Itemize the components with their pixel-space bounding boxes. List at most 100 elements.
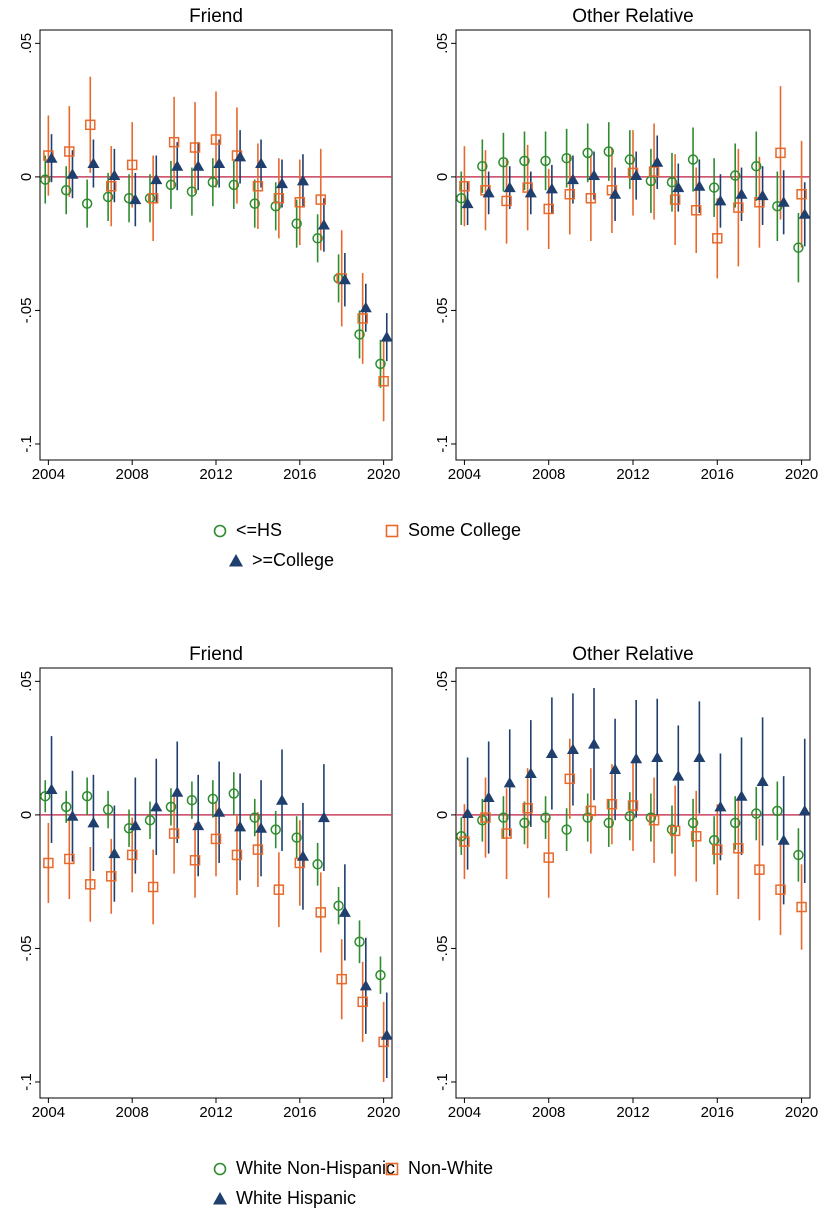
point-marker (733, 843, 744, 854)
point-marker (66, 168, 79, 179)
point-marker (543, 852, 554, 863)
point-marker (147, 193, 159, 204)
point-marker (566, 173, 579, 185)
point-marker (582, 812, 593, 823)
legend-label: Non-White (408, 1158, 493, 1178)
point-marker (378, 375, 389, 387)
panel-title: Friend (189, 6, 243, 27)
x-tick-label: 2004 (32, 466, 65, 483)
point-marker (207, 793, 219, 805)
point-marker (754, 864, 765, 875)
point-marker (276, 177, 288, 189)
plot-frame (455, 29, 811, 461)
point-marker (498, 812, 509, 823)
plot-frame (39, 667, 393, 1099)
point-marker (354, 329, 365, 340)
point-marker (524, 767, 537, 778)
point-marker (772, 805, 783, 817)
point-marker (39, 174, 51, 185)
legend-label: White Hispanic (236, 1188, 356, 1208)
x-tick-label: 2012 (616, 1104, 649, 1121)
point-marker (693, 180, 706, 191)
point-marker (312, 859, 323, 870)
point-marker (480, 812, 491, 823)
point-marker (669, 825, 681, 837)
point-marker (624, 810, 636, 822)
point-marker (564, 773, 576, 785)
point-marker (735, 188, 748, 199)
x-tick-label: 2008 (116, 466, 149, 483)
point-marker (540, 155, 551, 167)
point-marker (798, 804, 811, 816)
point-marker (524, 186, 537, 198)
point-marker (477, 160, 488, 172)
point-marker (192, 160, 205, 171)
legend-marker (213, 1192, 227, 1205)
y-tick-label: -.1 (434, 1073, 451, 1091)
y-tick-label: 0 (18, 811, 35, 819)
legend-marker (385, 524, 399, 538)
point-marker (582, 147, 593, 159)
point-marker (144, 814, 156, 826)
point-marker (150, 800, 163, 812)
x-tick-label: 2016 (283, 1104, 316, 1121)
point-marker (498, 156, 509, 168)
y-tick-label: -.05 (18, 936, 35, 962)
point-marker (87, 157, 100, 169)
point-marker (459, 180, 470, 192)
point-marker (566, 743, 579, 754)
point-marker (561, 152, 572, 164)
point-marker (147, 881, 159, 893)
point-marker (648, 166, 660, 177)
point-marker (775, 884, 786, 895)
point-marker (317, 811, 330, 823)
point-marker (375, 969, 386, 981)
point-marker (648, 814, 660, 826)
point-marker (336, 973, 347, 985)
point-marker (666, 176, 678, 188)
point-marker (501, 828, 512, 839)
x-tick-label: 2020 (367, 466, 400, 483)
point-marker (64, 853, 75, 865)
point-marker (456, 193, 467, 204)
point-marker (666, 824, 678, 835)
point-marker (545, 747, 558, 758)
x-tick-label: 2020 (785, 1104, 818, 1121)
x-tick-label: 2012 (199, 1104, 232, 1121)
y-tick-label: -.05 (18, 298, 35, 324)
point-marker (87, 816, 100, 828)
point-marker (645, 812, 657, 823)
point-marker (540, 812, 551, 823)
point-marker (270, 201, 281, 212)
panel-title: Friend (189, 644, 243, 665)
y-tick-label: -.05 (434, 298, 451, 324)
y-tick-label: 0 (434, 811, 451, 819)
y-tick-label: .05 (434, 33, 451, 54)
point-marker (81, 790, 93, 802)
point-marker (714, 800, 727, 812)
point-marker (192, 819, 205, 831)
point-marker (291, 218, 302, 229)
point-marker (85, 879, 96, 890)
x-tick-label: 2004 (448, 1104, 481, 1121)
point-marker (213, 157, 226, 169)
x-tick-label: 2012 (616, 466, 649, 483)
legend-label: <=HS (236, 520, 282, 540)
x-tick-label: 2008 (116, 1104, 149, 1121)
point-marker (213, 806, 226, 817)
point-marker (793, 242, 804, 253)
legend-marker (229, 554, 243, 567)
point-marker (459, 836, 470, 847)
x-tick-label: 2004 (32, 1104, 65, 1121)
point-marker (189, 142, 201, 153)
point-marker (775, 147, 786, 159)
point-marker (129, 193, 142, 205)
point-marker (234, 150, 247, 162)
point-marker (165, 801, 177, 813)
point-marker (273, 193, 285, 204)
y-tick-label: -.05 (434, 936, 451, 962)
point-marker (751, 808, 762, 819)
point-marker (228, 788, 240, 799)
y-tick-label: .05 (18, 671, 35, 692)
